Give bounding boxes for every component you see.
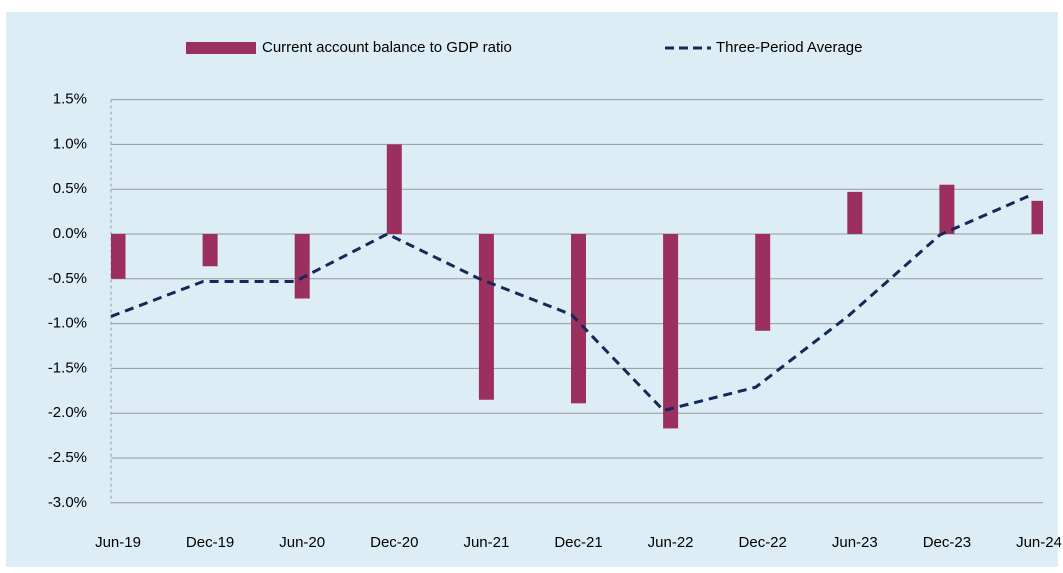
bar: [755, 234, 771, 331]
x-tick-label: Jun-19: [95, 534, 141, 551]
bar: [294, 234, 310, 299]
y-tick-label: 0.0%: [53, 225, 87, 242]
chart-background: [6, 12, 1058, 567]
x-tick-label: Jun-23: [832, 534, 878, 551]
line: [110, 193, 1033, 413]
x-tick-label: Dec-21: [554, 534, 602, 551]
x-tick-label: Dec-23: [923, 534, 971, 551]
y-tick-label: -2.0%: [48, 404, 87, 421]
y-tick-label: 1.5%: [53, 91, 87, 108]
bar: [386, 144, 402, 234]
y-tick-label: -3.0%: [48, 494, 87, 511]
y-tick-label: -1.5%: [48, 359, 87, 376]
legend-label: Three-Period Average: [716, 39, 862, 56]
legend-label: Current account balance to GDP ratio: [262, 39, 512, 56]
y-tick-label: 1.0%: [53, 135, 87, 152]
bar: [478, 234, 494, 400]
bar: [111, 234, 126, 279]
bar: [939, 184, 955, 234]
y-tick-label: -1.0%: [48, 315, 87, 332]
x-tick-label: Dec-19: [186, 534, 234, 551]
bar: [571, 234, 586, 404]
x-tick-label: Jun-22: [648, 534, 694, 551]
legend-swatch: [186, 42, 256, 54]
x-tick-label: Jun-20: [279, 534, 325, 551]
bar: [847, 191, 863, 234]
bar: [663, 234, 679, 429]
x-tick-label: Dec-20: [370, 534, 418, 551]
x-tick-label: Jun-24: [1016, 534, 1062, 551]
y-tick-label: -2.5%: [48, 449, 87, 466]
y-tick-label: -0.5%: [48, 270, 87, 287]
x-tick-label: Jun-21: [463, 534, 509, 551]
bar: [1031, 200, 1043, 234]
bar: [202, 234, 218, 267]
x-tick-label: Dec-22: [739, 534, 787, 551]
y-tick-label: 0.5%: [53, 180, 87, 197]
